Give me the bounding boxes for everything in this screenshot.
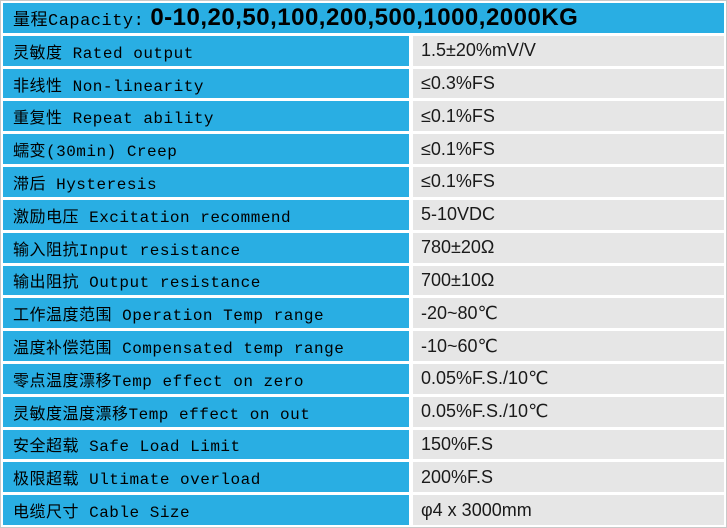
spec-value: 780±20Ω <box>413 232 724 263</box>
spec-label: 极限超载 Ultimate overload <box>3 462 409 493</box>
spec-value: ≤0.1%FS <box>413 167 724 197</box>
spec-value: 5-10VDC <box>413 199 724 230</box>
spec-value: 0.05%F.S./10℃ <box>413 396 724 427</box>
spec-label: 输出阻抗 Output resistance <box>3 265 409 296</box>
spec-label: 工作温度范围 Operation Temp range <box>3 298 409 329</box>
spec-label: 重复性 Repeat ability <box>3 101 409 132</box>
table-row: 电缆尺寸 Cable Size φ4 x 3000mm <box>3 495 724 525</box>
spec-value: ≤0.1%FS <box>413 101 724 132</box>
table-row: 灵敏度温度漂移Temp effect on out 0.05%F.S./10℃ <box>3 396 724 427</box>
spec-value: 700±10Ω <box>413 265 724 296</box>
spec-value: 150%F.S <box>413 429 724 460</box>
spec-label: 非线性 Non-linearity <box>3 68 409 99</box>
spec-value: φ4 x 3000mm <box>413 495 724 525</box>
spec-value: -10~60℃ <box>413 331 724 361</box>
table-row: 非线性 Non-linearity ≤0.3%FS <box>3 68 724 99</box>
table-row: 重复性 Repeat ability ≤0.1%FS <box>3 101 724 132</box>
table-row: 滞后 Hysteresis ≤0.1%FS <box>3 167 724 197</box>
table-row: 输入阻抗Input resistance 780±20Ω <box>3 232 724 263</box>
spec-label: 安全超载 Safe Load Limit <box>3 429 409 460</box>
spec-value: -20~80℃ <box>413 298 724 329</box>
spec-value: 0.05%F.S./10℃ <box>413 363 724 394</box>
table-row: 温度补偿范围 Compensated temp range -10~60℃ <box>3 331 724 361</box>
spec-label: 电缆尺寸 Cable Size <box>3 495 409 525</box>
spec-label: 温度补偿范围 Compensated temp range <box>3 331 409 361</box>
table-header-row: 量程Capacity: 0-10,20,50,100,200,500,1000,… <box>3 3 724 33</box>
spec-label: 输入阻抗Input resistance <box>3 232 409 263</box>
table-row: 安全超载 Safe Load Limit 150%F.S <box>3 429 724 460</box>
spec-label: 滞后 Hysteresis <box>3 167 409 197</box>
spec-label: 灵敏度温度漂移Temp effect on out <box>3 396 409 427</box>
spec-value: ≤0.3%FS <box>413 68 724 99</box>
spec-value: 1.5±20%mV/V <box>413 35 724 66</box>
spec-label: 零点温度漂移Temp effect on zero <box>3 363 409 394</box>
table-row: 工作温度范围 Operation Temp range -20~80℃ <box>3 298 724 329</box>
table-row: 灵敏度 Rated output 1.5±20%mV/V <box>3 35 724 66</box>
table-row: 输出阻抗 Output resistance 700±10Ω <box>3 265 724 296</box>
capacity-header-label: 量程Capacity: <box>13 11 145 31</box>
table-row: 极限超载 Ultimate overload 200%F.S <box>3 462 724 493</box>
spec-label: 激励电压 Excitation recommend <box>3 199 409 230</box>
capacity-header-cell: 量程Capacity: 0-10,20,50,100,200,500,1000,… <box>3 3 724 33</box>
table-row: 蠕变(30min) Creep ≤0.1%FS <box>3 134 724 165</box>
spec-label: 蠕变(30min) Creep <box>3 134 409 165</box>
spec-value: ≤0.1%FS <box>413 134 724 165</box>
table-row: 零点温度漂移Temp effect on zero 0.05%F.S./10℃ <box>3 363 724 394</box>
capacity-header-value: 0-10,20,50,100,200,500,1000,2000KG <box>150 3 579 31</box>
table-row: 激励电压 Excitation recommend 5-10VDC <box>3 199 724 230</box>
spec-label: 灵敏度 Rated output <box>3 35 409 66</box>
spec-value: 200%F.S <box>413 462 724 493</box>
